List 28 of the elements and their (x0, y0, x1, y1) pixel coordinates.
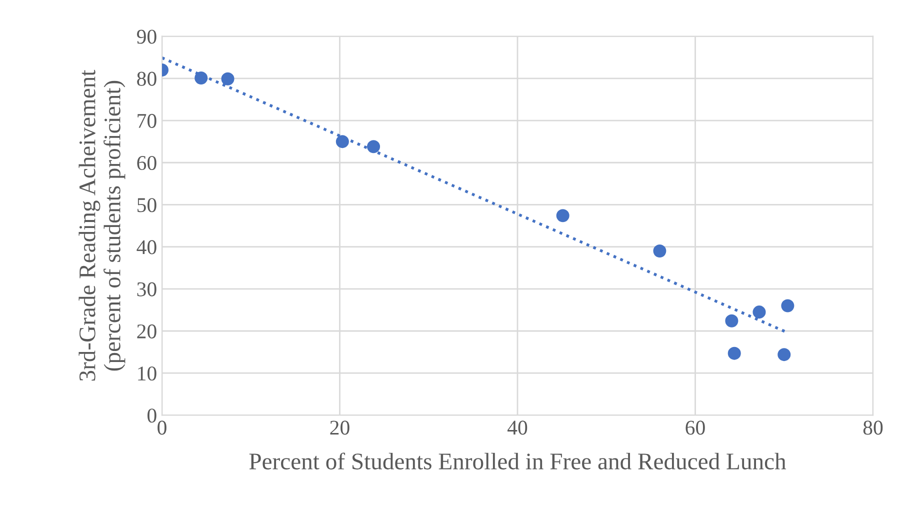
y-tick-label: 20 (137, 324, 156, 338)
point (194, 72, 208, 85)
point (367, 140, 380, 154)
y-tick-label: 30 (137, 282, 156, 296)
y-tick-label: 40 (136, 240, 156, 254)
point (653, 244, 666, 258)
y-tick-label: 70 (138, 114, 156, 128)
y-tick-label: 0 (148, 408, 156, 423)
y-tick-label: 90 (136, 30, 156, 44)
point (728, 346, 741, 360)
y-tick-label: 50 (138, 198, 156, 212)
x-tick-label: 0 (158, 420, 166, 435)
point (221, 72, 234, 86)
point (725, 314, 738, 328)
point (778, 348, 791, 362)
y-axis-title: 3rd-Grade Reading Acheivement (percent of students proficient) (78, 70, 126, 381)
point (556, 209, 570, 222)
x-axis-title: Percent of Students Enrolled in Free and Reduced Lunch (249, 452, 786, 470)
x-tick-label: 20 (330, 420, 350, 435)
x-tick-label: 40 (507, 420, 528, 435)
point (752, 306, 766, 319)
point (781, 299, 794, 312)
y-tick-label: 10 (138, 366, 156, 381)
point (336, 135, 349, 148)
x-tick-label: 60 (686, 420, 705, 435)
y-tick-label: 60 (137, 156, 156, 170)
y-tick-label: 80 (137, 72, 156, 86)
x-tick-label: 80 (863, 420, 883, 435)
